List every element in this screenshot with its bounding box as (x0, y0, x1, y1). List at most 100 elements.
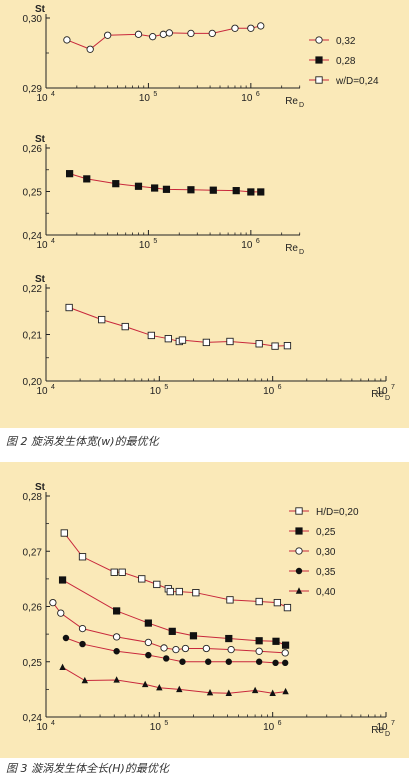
x-tick-label: 10 (376, 722, 388, 733)
data-point (272, 659, 279, 667)
data-point (112, 633, 121, 641)
data-point (178, 336, 187, 344)
series-line (62, 666, 286, 694)
data-point (227, 645, 235, 654)
data-point (147, 331, 155, 340)
x-tick-label: 10 (36, 240, 48, 251)
data-point (60, 529, 68, 537)
x-axis-label: Re (371, 389, 384, 400)
x-tick-exponent: 6 (278, 720, 282, 727)
data-point (104, 31, 112, 39)
data-point (113, 676, 120, 683)
data-point (149, 33, 157, 41)
data-point (226, 337, 234, 346)
y-tick-label: 0,28 (23, 492, 43, 503)
data-point (78, 553, 87, 561)
data-point (81, 676, 89, 684)
x-axis-label-subscript: D (385, 395, 390, 402)
data-point (98, 315, 106, 324)
data-point (49, 598, 57, 607)
x-axis-label-subscript: D (385, 731, 390, 738)
data-point (86, 45, 94, 53)
x-tick-exponent: 6 (278, 384, 282, 391)
legend-marker (315, 76, 323, 84)
data-point (134, 182, 143, 190)
x-tick-label: 10 (263, 386, 275, 397)
x-tick-label: 10 (241, 93, 253, 104)
legend-marker (295, 507, 303, 515)
y-tick-label: 0,26 (23, 144, 43, 155)
data-point (179, 658, 186, 665)
x-tick-label: 10 (263, 722, 275, 733)
data-point (272, 637, 280, 645)
data-point (164, 335, 172, 343)
y-axis-label: St (35, 4, 46, 15)
legend-label: H/D=0,20 (316, 507, 359, 518)
y-tick-label: 0,25 (23, 658, 43, 669)
figure-3-caption: 图 3 漩涡发生体全长(H)的最优化 (6, 762, 169, 775)
data-point (138, 575, 146, 583)
data-point (202, 644, 211, 653)
data-point (231, 24, 239, 32)
legend-label: 0,28 (336, 56, 356, 67)
x-tick-label: 10 (36, 93, 48, 104)
data-point (156, 684, 163, 691)
y-tick-label: 0,24 (23, 231, 43, 242)
data-point (209, 186, 217, 194)
data-point (175, 587, 183, 596)
y-axis-label: St (35, 134, 46, 145)
legend-label: 0,25 (316, 527, 336, 538)
data-point (144, 619, 152, 627)
data-point (118, 568, 126, 576)
figure-2-caption: 图 2 旋涡发生体宽(w)的最优化 (6, 435, 159, 448)
data-point (208, 29, 216, 38)
series-line (62, 579, 286, 646)
data-point (282, 659, 289, 667)
data-point (187, 29, 195, 38)
y-axis-label: St (35, 482, 46, 493)
x-tick-exponent: 6 (256, 91, 260, 98)
data-point (202, 338, 211, 347)
data-point (257, 22, 265, 30)
y-tick-label: 0,25 (23, 188, 43, 199)
data-point (141, 680, 149, 688)
x-tick-exponent: 4 (51, 384, 55, 391)
figure-3-legend: H/D=0,20 0,25 0,30 0,35 0,40 (289, 507, 359, 598)
x-axis-label-subscript: D (299, 102, 304, 109)
figure-2-legend: 0,32 0,28 w/D=0,24 (309, 36, 379, 87)
data-point (251, 686, 259, 694)
x-tick-label: 10 (241, 240, 253, 251)
y-tick-label: 0,29 (23, 84, 43, 95)
x-tick-exponent: 4 (51, 91, 55, 98)
legend-marker (295, 587, 303, 594)
y-tick-label: 0,30 (23, 14, 43, 25)
data-point (255, 597, 263, 606)
data-point (57, 609, 65, 617)
y-axis-label: St (35, 274, 46, 285)
x-axis-label: Re (371, 725, 384, 736)
y-tick-label: 0,20 (23, 377, 43, 388)
data-point (168, 627, 176, 635)
x-tick-exponent: 4 (51, 238, 55, 245)
data-point (62, 634, 70, 642)
data-point (281, 649, 289, 657)
data-point (176, 685, 183, 693)
data-point (66, 170, 74, 178)
data-point (79, 640, 86, 648)
legend-marker (315, 56, 323, 64)
x-tick-exponent: 5 (153, 238, 157, 245)
data-point (271, 342, 279, 350)
y-tick-label: 0,22 (23, 284, 43, 295)
x-axis-label-subscript: D (299, 249, 304, 256)
data-point (121, 322, 129, 331)
data-point (113, 648, 120, 655)
data-point (187, 186, 195, 194)
data-point (163, 655, 170, 662)
data-point (269, 689, 276, 696)
x-tick-label: 10 (150, 386, 162, 397)
legend-label: 0,40 (316, 587, 336, 598)
x-tick-exponent: 7 (391, 384, 395, 391)
y-tick-label: 0,24 (23, 713, 43, 724)
legend-label: w/D=0,24 (335, 76, 379, 87)
